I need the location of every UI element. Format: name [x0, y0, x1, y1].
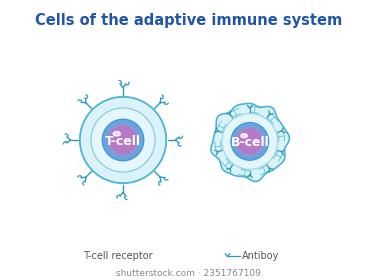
Circle shape [91, 108, 155, 172]
Circle shape [103, 120, 143, 160]
Ellipse shape [113, 131, 120, 136]
Text: B-cell: B-cell [230, 136, 269, 149]
Text: Antiboy: Antiboy [241, 251, 279, 262]
Circle shape [232, 124, 268, 159]
Polygon shape [211, 103, 290, 181]
Circle shape [222, 113, 277, 169]
Circle shape [112, 129, 135, 151]
Circle shape [109, 126, 137, 154]
Circle shape [110, 127, 136, 153]
Ellipse shape [241, 134, 247, 138]
Circle shape [237, 129, 263, 154]
Circle shape [236, 127, 264, 155]
Circle shape [105, 122, 141, 158]
Circle shape [231, 122, 269, 160]
Circle shape [233, 125, 266, 158]
Circle shape [107, 125, 139, 155]
Text: Cells of the adaptive immune system: Cells of the adaptive immune system [35, 13, 342, 28]
Text: shutterstock.com · 2351767109: shutterstock.com · 2351767109 [116, 269, 261, 278]
Circle shape [102, 119, 144, 161]
Text: T-cell receptor: T-cell receptor [83, 251, 152, 262]
Circle shape [239, 131, 260, 152]
Circle shape [234, 126, 265, 157]
Circle shape [106, 123, 140, 157]
Circle shape [80, 97, 166, 183]
Circle shape [238, 130, 261, 153]
Text: T-cell: T-cell [105, 135, 141, 148]
